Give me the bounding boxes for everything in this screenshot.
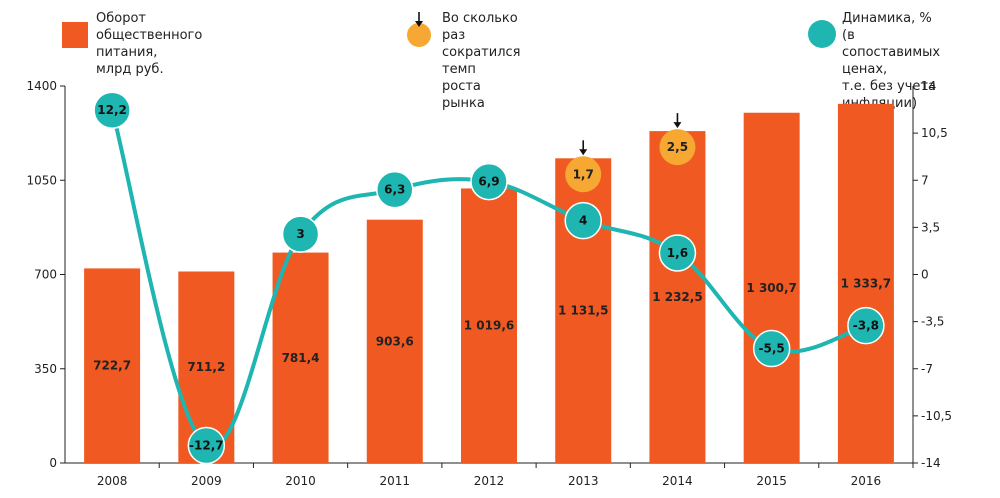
dynamics-point xyxy=(752,329,791,368)
x-tick-label: 2009 xyxy=(191,474,222,488)
x-tick-label: 2013 xyxy=(568,474,599,488)
x-tick-label: 2011 xyxy=(380,474,411,488)
left-tick-label: 700 xyxy=(34,268,57,282)
bar-value-label: 1 232,5 xyxy=(652,290,702,304)
bar-value-label: 1 300,7 xyxy=(746,281,796,295)
right-tick-label: 10,5 xyxy=(921,126,948,140)
decline-arrow-head xyxy=(673,122,682,129)
x-tick-label: 2008 xyxy=(97,474,128,488)
dynamics-point xyxy=(376,170,414,209)
x-tick-label: 2012 xyxy=(474,474,505,488)
bar xyxy=(366,219,423,463)
bar-value-label: 1 019,6 xyxy=(464,319,514,333)
dynamics-line: 12,2 -12,7 3 6,3 6,9 4 1,6 -5,5 -3,8 xyxy=(93,91,885,465)
bar-value-label: 722,7 xyxy=(93,359,131,373)
right-tick-label: 7 xyxy=(921,173,929,187)
dynamics-point-label: -3,8 xyxy=(853,319,879,333)
dynamics-point-label: 12,2 xyxy=(97,103,127,117)
dynamics-point-label: -12,7 xyxy=(189,438,224,452)
bar xyxy=(84,268,141,463)
left-tick-label: 1400 xyxy=(26,79,57,93)
right-tick-label: -7 xyxy=(921,362,933,376)
right-tick-label: 0 xyxy=(921,268,929,282)
decline-arrow-head xyxy=(579,149,588,156)
right-tick-label: -14 xyxy=(921,456,941,470)
bar-value-label: 711,2 xyxy=(187,360,225,374)
dynamics-point-label: 1,6 xyxy=(667,246,688,260)
legend-markers-label: Во сколько раз сократился темп роста рын… xyxy=(442,11,521,111)
dynamics-point xyxy=(187,426,226,465)
bar-labels: 722,7 711,2 781,4 903,6 1 019,6 1 131,5 1 232,… xyxy=(93,276,891,374)
right-tick-label: 14 xyxy=(921,79,936,93)
dynamics-point xyxy=(93,91,131,129)
dynamics-point xyxy=(658,234,697,272)
bar-value-label: 781,4 xyxy=(282,351,320,365)
legend-line-dot xyxy=(808,20,836,48)
dynamics-point-label: -5,5 xyxy=(759,342,785,356)
x-tick-label: 2010 xyxy=(285,474,316,488)
bar-value-label: 903,6 xyxy=(376,334,414,348)
bar xyxy=(272,252,329,463)
legend-marker-icon xyxy=(407,12,431,47)
legend-line-label: Динамика, % (в сопоставимых ценах, т.е. … xyxy=(842,11,941,111)
right-tick-label: -10,5 xyxy=(921,409,952,423)
dynamics-point xyxy=(564,201,602,240)
decline-markers: 1,7 2,5 xyxy=(565,113,696,193)
decline-marker xyxy=(565,156,602,193)
bar xyxy=(743,112,800,463)
bar xyxy=(461,188,517,463)
dynamics-point xyxy=(281,215,320,253)
decline-marker-label: 1,7 xyxy=(573,167,594,181)
dynamics-point-label: 6,9 xyxy=(478,175,499,189)
dynamics-point xyxy=(470,162,508,201)
left-tick-label: 1050 xyxy=(26,173,57,187)
right-tick-label: -3,5 xyxy=(921,315,944,329)
left-tick-label: 350 xyxy=(34,362,57,376)
dynamics-point xyxy=(847,306,885,345)
decline-marker-label: 2,5 xyxy=(667,140,688,154)
bar xyxy=(837,103,894,464)
dynamics-point-label: 6,3 xyxy=(384,183,405,197)
x-tick-label: 2015 xyxy=(756,474,787,488)
decline-marker xyxy=(659,129,696,166)
bar-value-label: 1 333,7 xyxy=(841,276,891,290)
legend-bars-swatch xyxy=(62,22,88,48)
dynamics-point-label: 3 xyxy=(296,227,304,241)
legend-bars-label: Оборот общественного питания, млрд руб. xyxy=(96,11,203,77)
bars xyxy=(84,103,894,464)
bar xyxy=(649,131,706,464)
x-tick-label: 2016 xyxy=(851,474,882,488)
right-tick-label: 3,5 xyxy=(921,220,940,234)
dynamics-point-label: 4 xyxy=(579,214,587,228)
bar-value-label: 1 131,5 xyxy=(558,304,608,318)
left-tick-label: 0 xyxy=(49,456,57,470)
x-tick-label: 2014 xyxy=(662,474,693,488)
